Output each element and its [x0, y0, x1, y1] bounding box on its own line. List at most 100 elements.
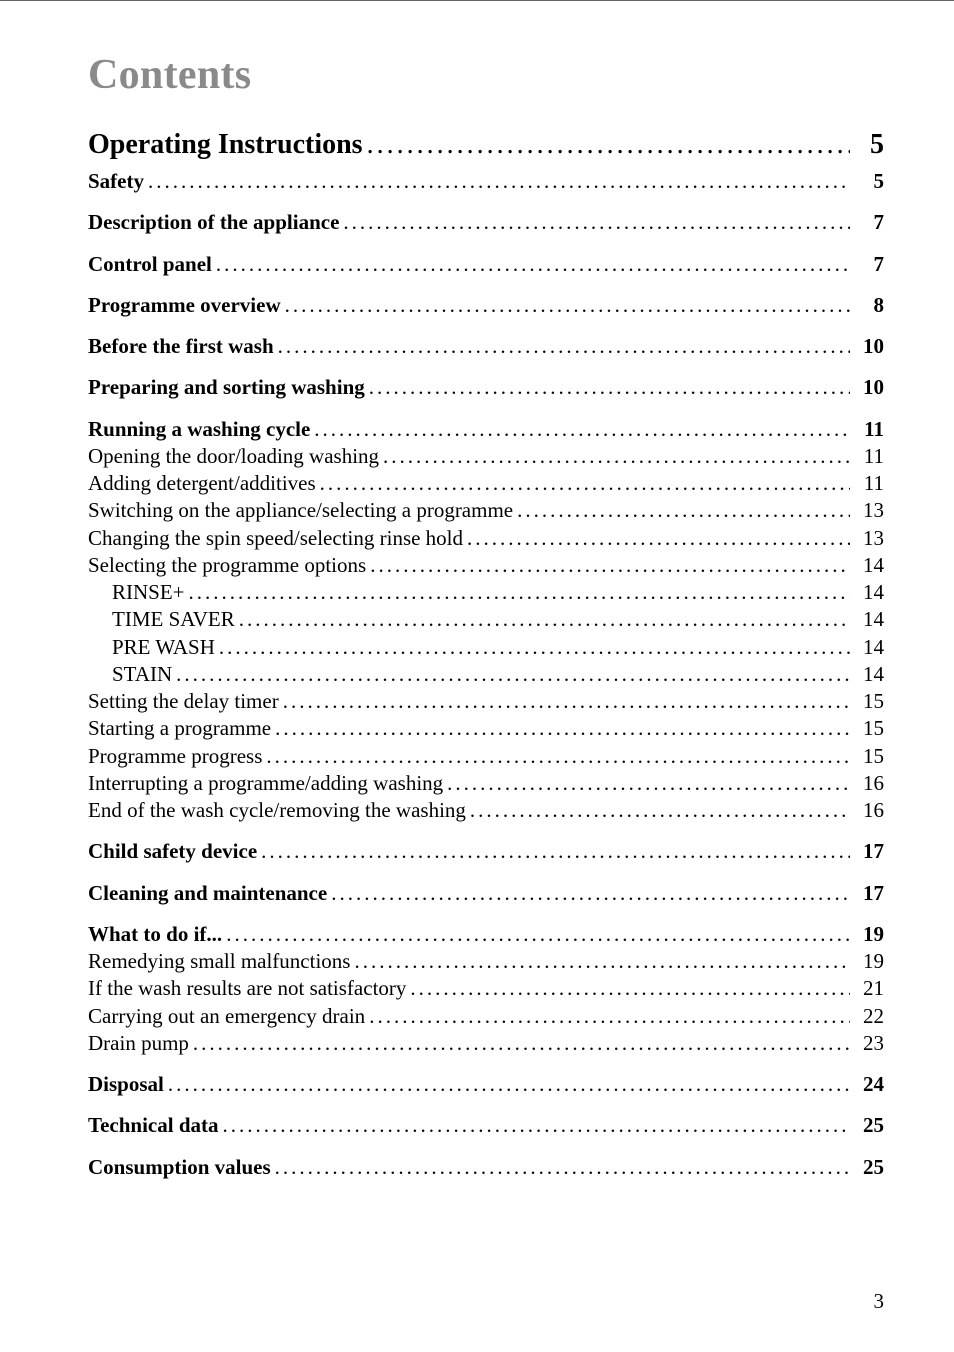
toc-entry-page: 24	[854, 1071, 884, 1097]
toc-entry-page: 14	[854, 552, 884, 578]
toc-entry: TIME SAVER..............................…	[88, 606, 884, 632]
toc-entry-label: Selecting the programme options	[88, 552, 366, 578]
toc-entry: Disposal................................…	[88, 1071, 884, 1097]
toc-leader-dots: ........................................…	[467, 525, 850, 551]
toc-entry: Programme progress......................…	[88, 743, 884, 769]
toc-entry: RINSE+..................................…	[88, 579, 884, 605]
toc-entry-page: 17	[854, 880, 884, 906]
toc-entry-label: Adding detergent/additives	[88, 470, 316, 496]
toc-leader-dots: ........................................…	[278, 333, 850, 359]
toc-entry-page: 13	[854, 525, 884, 551]
toc-leader-dots: ........................................…	[189, 579, 850, 605]
toc-entry-page: 14	[854, 579, 884, 605]
toc-entry-page: 5	[854, 127, 884, 162]
toc-leader-dots: ........................................…	[266, 743, 850, 769]
toc-entry-page: 7	[854, 251, 884, 277]
toc-entry-label: Switching on the appliance/selecting a p…	[88, 497, 513, 523]
toc-entry-label: RINSE+	[112, 579, 185, 605]
toc-leader-dots: ........................................…	[314, 416, 850, 442]
toc-entry: PRE WASH................................…	[88, 634, 884, 660]
toc-leader-dots: ........................................…	[275, 1154, 850, 1180]
toc-entry-page: 23	[854, 1030, 884, 1056]
toc-entry-page: 15	[854, 743, 884, 769]
toc-entry-label: Opening the door/loading washing	[88, 443, 379, 469]
toc-entry-page: 16	[854, 797, 884, 823]
toc-leader-dots: ........................................…	[223, 1112, 851, 1138]
toc-entry-label: Carrying out an emergency drain	[88, 1003, 365, 1029]
toc-leader-dots: ........................................…	[331, 880, 850, 906]
toc-entry-label: Operating Instructions	[88, 127, 363, 162]
toc-entry-page: 19	[854, 948, 884, 974]
table-of-contents: Operating Instructions..................…	[88, 127, 884, 1180]
toc-entry-page: 14	[854, 661, 884, 687]
toc-entry-page: 19	[854, 921, 884, 947]
toc-entry-label: Interrupting a programme/adding washing	[88, 770, 443, 796]
toc-entry-page: 16	[854, 770, 884, 796]
toc-entry-label: If the wash results are not satisfactory	[88, 975, 406, 1001]
toc-leader-dots: ........................................…	[367, 127, 850, 162]
toc-entry-label: Control panel	[88, 251, 212, 277]
toc-entry-page: 11	[854, 416, 884, 442]
toc-entry: If the wash results are not satisfactory…	[88, 975, 884, 1001]
toc-entry-page: 5	[854, 168, 884, 194]
toc-leader-dots: ........................................…	[239, 606, 850, 632]
toc-entry-page: 14	[854, 606, 884, 632]
toc-leader-dots: ........................................…	[447, 770, 850, 796]
toc-entry: Child safety device.....................…	[88, 838, 884, 864]
toc-entry: STAIN...................................…	[88, 661, 884, 687]
toc-entry: Running a washing cycle.................…	[88, 416, 884, 442]
toc-entry: Starting a programme....................…	[88, 715, 884, 741]
toc-entry-page: 10	[854, 374, 884, 400]
toc-entry-page: 8	[854, 292, 884, 318]
toc-entry-page: 25	[854, 1112, 884, 1138]
toc-leader-dots: ........................................…	[369, 1003, 850, 1029]
toc-entry-label: Setting the delay timer	[88, 688, 279, 714]
toc-entry-label: Drain pump	[88, 1030, 189, 1056]
toc-entry-page: 22	[854, 1003, 884, 1029]
toc-leader-dots: ........................................…	[370, 552, 850, 578]
toc-leader-dots: ........................................…	[410, 975, 850, 1001]
toc-leader-dots: ........................................…	[285, 292, 850, 318]
toc-leader-dots: ........................................…	[176, 661, 850, 687]
toc-entry: What to do if...........................…	[88, 921, 884, 947]
toc-leader-dots: ........................................…	[226, 921, 850, 947]
toc-entry: Programme overview......................…	[88, 292, 884, 318]
toc-leader-dots: ........................................…	[275, 715, 850, 741]
toc-entry-label: Before the first wash	[88, 333, 274, 359]
toc-entry: Drain pump..............................…	[88, 1030, 884, 1056]
toc-entry: Remedying small malfunctions............…	[88, 948, 884, 974]
toc-entry-label: Starting a programme	[88, 715, 271, 741]
toc-entry: Setting the delay timer.................…	[88, 688, 884, 714]
toc-entry-label: Programme progress	[88, 743, 262, 769]
toc-entry: Technical data..........................…	[88, 1112, 884, 1138]
toc-entry: Control panel...........................…	[88, 251, 884, 277]
toc-entry-page: 15	[854, 715, 884, 741]
page-number: 3	[874, 1289, 885, 1314]
toc-entry: Safety..................................…	[88, 168, 884, 194]
toc-leader-dots: ........................................…	[148, 168, 850, 194]
toc-leader-dots: ........................................…	[216, 251, 850, 277]
toc-leader-dots: ........................................…	[517, 497, 850, 523]
toc-entry: Carrying out an emergency drain.........…	[88, 1003, 884, 1029]
toc-entry: Cleaning and maintenance................…	[88, 880, 884, 906]
toc-entry-label: Disposal	[88, 1071, 164, 1097]
toc-entry-label: Running a washing cycle	[88, 416, 310, 442]
toc-leader-dots: ........................................…	[261, 838, 850, 864]
toc-entry: Changing the spin speed/selecting rinse …	[88, 525, 884, 551]
toc-entry-label: Preparing and sorting washing	[88, 374, 365, 400]
toc-entry-label: End of the wash cycle/removing the washi…	[88, 797, 466, 823]
toc-entry: Before the first wash...................…	[88, 333, 884, 359]
toc-leader-dots: ........................................…	[320, 470, 850, 496]
toc-entry: Switching on the appliance/selecting a p…	[88, 497, 884, 523]
toc-entry-label: What to do if...	[88, 921, 222, 947]
toc-entry-page: 7	[854, 209, 884, 235]
toc-entry-label: Consumption values	[88, 1154, 271, 1180]
toc-entry-label: Changing the spin speed/selecting rinse …	[88, 525, 463, 551]
toc-leader-dots: ........................................…	[470, 797, 850, 823]
toc-leader-dots: ........................................…	[354, 948, 850, 974]
toc-entry-page: 13	[854, 497, 884, 523]
toc-entry: End of the wash cycle/removing the washi…	[88, 797, 884, 823]
toc-entry-label: TIME SAVER	[112, 606, 235, 632]
toc-entry: Adding detergent/additives..............…	[88, 470, 884, 496]
toc-leader-dots: ........................................…	[369, 374, 850, 400]
